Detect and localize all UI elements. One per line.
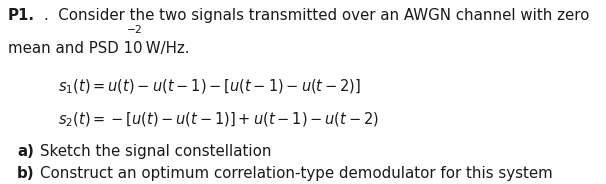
Text: $s_2(t) = -[u(t)-u(t-1)]+u(t-1)-u(t-2)$: $s_2(t) = -[u(t)-u(t-1)]+u(t-1)-u(t-2)$ bbox=[58, 110, 379, 129]
Text: .  Consider the two signals transmitted over an AWGN channel with zero: . Consider the two signals transmitted o… bbox=[44, 8, 589, 23]
Text: mean and PSD 10: mean and PSD 10 bbox=[8, 41, 142, 56]
Text: $s_1(t) = u(t)-u(t-1)-[u(t-1)-u(t-2)]$: $s_1(t) = u(t)-u(t-1)-[u(t-1)-u(t-2)]$ bbox=[58, 77, 361, 96]
Text: a): a) bbox=[17, 144, 34, 160]
Text: b): b) bbox=[17, 166, 35, 181]
Text: Construct an optimum correlation-type demodulator for this system: Construct an optimum correlation-type de… bbox=[40, 166, 553, 181]
Text: −2: −2 bbox=[127, 25, 143, 35]
Text: P1.: P1. bbox=[8, 8, 35, 23]
Text: Sketch the signal constellation: Sketch the signal constellation bbox=[40, 144, 271, 160]
Text: W/Hz.: W/Hz. bbox=[141, 41, 189, 56]
